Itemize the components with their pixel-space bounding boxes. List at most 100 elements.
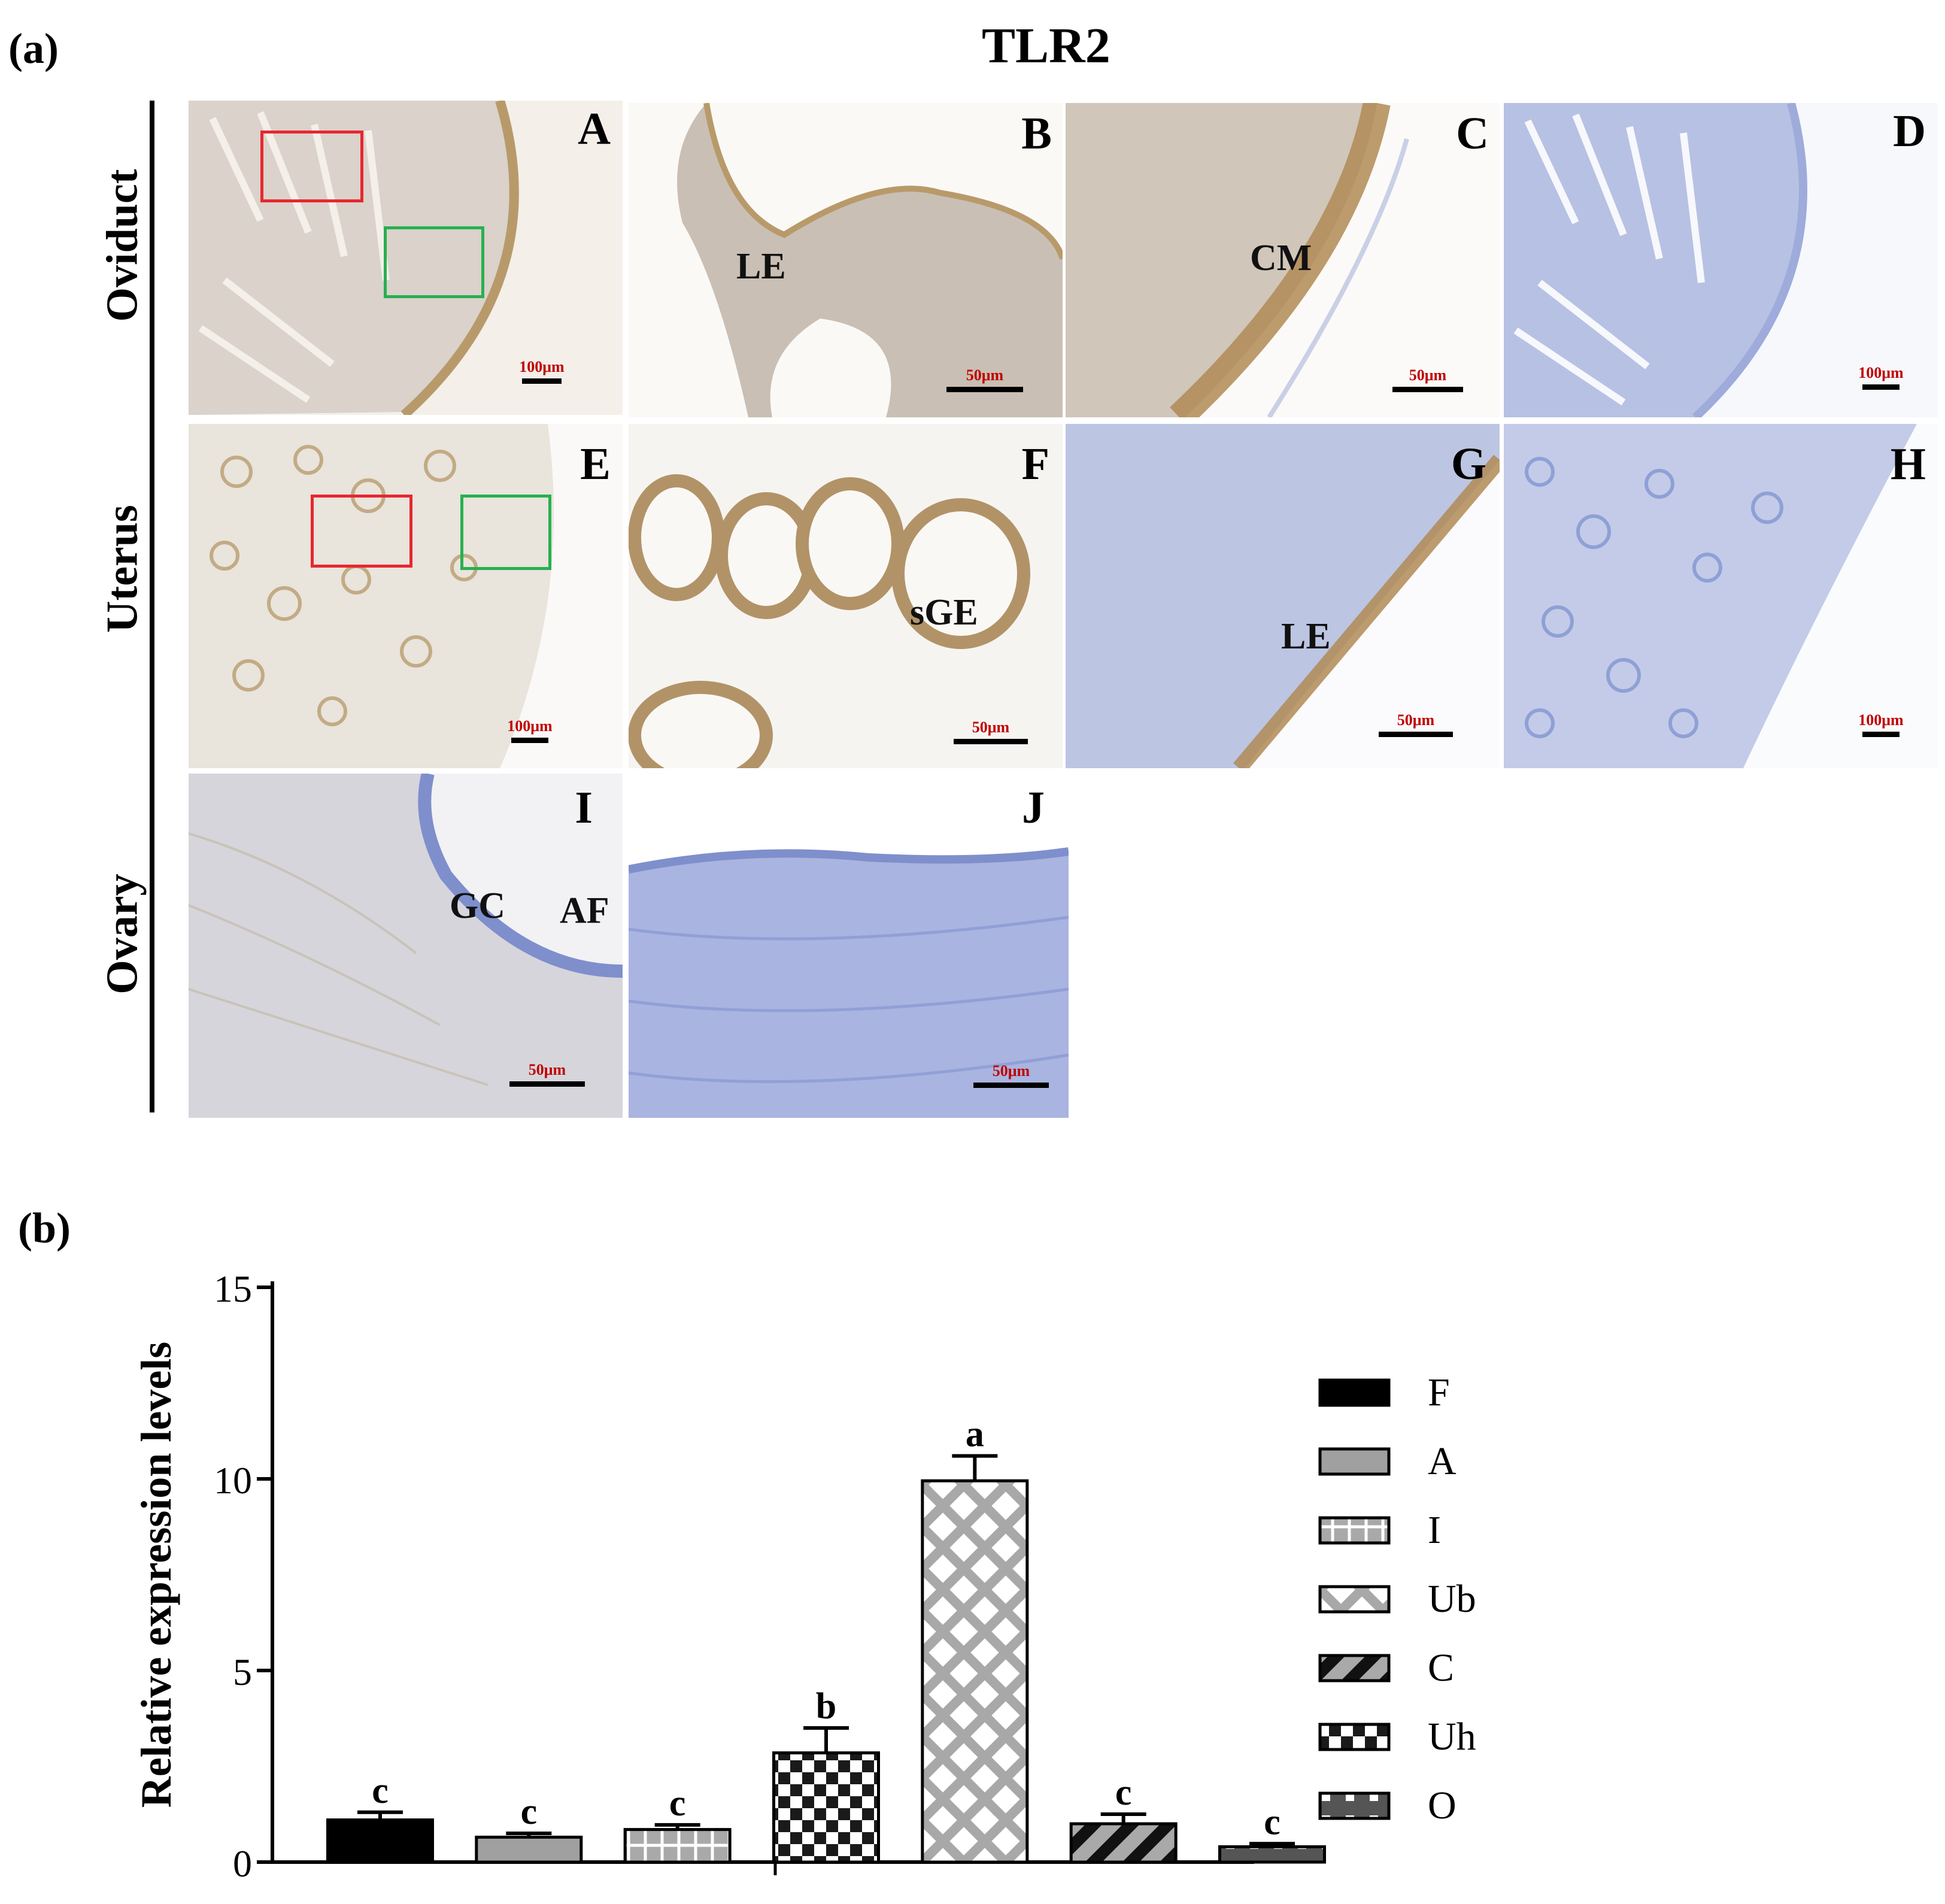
panel-J: J 50μm xyxy=(629,774,1069,1118)
legend-swatch xyxy=(1318,1654,1391,1682)
y-tick-label: 5 xyxy=(233,1651,252,1693)
significance-label: c xyxy=(1115,1772,1132,1813)
row-divider-line xyxy=(150,101,154,1112)
legend-item-ub: Ub xyxy=(1318,1577,1476,1621)
scalebar: 100μm xyxy=(500,717,560,743)
legend-item-c: C xyxy=(1318,1646,1454,1690)
panel-E: E 100μm xyxy=(189,424,623,768)
significance-label: a xyxy=(966,1414,984,1455)
panel-B: B LE 50μm xyxy=(629,103,1063,417)
panel-F: F sGE 50μm xyxy=(629,424,1063,768)
inset-green-box xyxy=(384,226,484,298)
figure-title: TLR2 xyxy=(982,18,1110,74)
legend-swatch xyxy=(1318,1516,1391,1545)
legend-label: F xyxy=(1428,1371,1450,1414)
bar-group-uh: b xyxy=(772,1686,880,1864)
panel-A: A 100μm xyxy=(189,101,623,415)
legend-label: Ub xyxy=(1428,1577,1476,1621)
bar-group-o: c xyxy=(1218,1802,1326,1864)
chart-legend: FAI Ub C Uh O xyxy=(1318,1371,1476,1827)
panel-letter: I xyxy=(575,783,593,833)
legend-label: Uh xyxy=(1428,1715,1476,1759)
scalebar: 50μm xyxy=(952,718,1030,744)
micrograph-c xyxy=(1066,103,1500,417)
micrograph-j xyxy=(629,774,1069,1118)
scalebar: 50μm xyxy=(1377,711,1455,737)
micrograph-a xyxy=(189,101,623,415)
inset-green-box xyxy=(460,495,551,570)
legend-item-a: A xyxy=(1318,1439,1457,1483)
micrograph-e xyxy=(189,424,623,768)
chart-axes: 0 5 10 15 Relative expression levels xyxy=(132,1268,1254,1885)
row-label-ovary: Ovary xyxy=(98,874,147,995)
scalebar: 50μm xyxy=(972,1062,1050,1088)
legend-swatch xyxy=(1318,1723,1391,1751)
annotation-le: LE xyxy=(1281,616,1331,657)
legend-label: A xyxy=(1428,1439,1457,1483)
figure-label-a: (a) xyxy=(8,25,59,72)
panel-I: I GC AF 50μm xyxy=(189,774,623,1118)
significance-label: c xyxy=(1264,1802,1281,1842)
panel-letter: C xyxy=(1456,108,1489,159)
micrograph-h xyxy=(1504,424,1938,768)
bar-i xyxy=(623,1828,732,1864)
bar-a xyxy=(475,1835,583,1864)
legend-swatch xyxy=(1318,1585,1391,1614)
legend-item-uh: Uh xyxy=(1318,1715,1476,1759)
panel-H: H 100μm xyxy=(1504,424,1938,768)
legend-item-i: I xyxy=(1318,1508,1441,1552)
significance-label: c xyxy=(521,1791,538,1832)
micrograph-g xyxy=(1066,424,1500,768)
annotation-sge: sGE xyxy=(910,592,978,633)
bar-group-i: c xyxy=(623,1783,732,1864)
scalebar: 50μm xyxy=(508,1061,586,1087)
legend-label: C xyxy=(1428,1646,1454,1690)
legend-item-o: O xyxy=(1318,1784,1457,1827)
scalebar: 100μm xyxy=(512,358,572,384)
panel-letter: D xyxy=(1893,106,1926,156)
significance-label: c xyxy=(372,1770,389,1811)
legend-swatch xyxy=(1318,1447,1391,1476)
panel-letter: F xyxy=(1021,439,1049,489)
annotation-le: LE xyxy=(736,246,786,287)
row-label-uterus: Uterus xyxy=(98,505,147,633)
panel-letter: H xyxy=(1890,439,1926,489)
panel-letter: G xyxy=(1451,439,1486,489)
panel-G: G LE 50μm xyxy=(1066,424,1500,768)
significance-label: b xyxy=(816,1686,836,1727)
panel-C: C CM 50μm xyxy=(1066,103,1500,417)
panel-letter: B xyxy=(1021,108,1052,159)
scalebar: 100μm xyxy=(1851,711,1911,737)
y-axis-label: Relative expression levels xyxy=(132,1342,180,1808)
panel-letter: A xyxy=(578,104,611,154)
significance-label: c xyxy=(669,1783,686,1824)
legend-label: I xyxy=(1428,1508,1441,1552)
panel-letter: J xyxy=(1022,783,1045,833)
annotation-gc: GC xyxy=(450,886,505,926)
y-tick-label: 15 xyxy=(214,1268,252,1310)
bar-group-ub: a xyxy=(921,1414,1029,1864)
bar-o xyxy=(1218,1845,1326,1864)
micrograph-b xyxy=(629,103,1063,417)
panel-letter: E xyxy=(580,439,611,489)
bar-group-f: c xyxy=(326,1770,434,1864)
bar-ub xyxy=(921,1479,1029,1864)
chart-bars: c c c b a c c xyxy=(326,1414,1326,1864)
bar-c xyxy=(1069,1822,1178,1864)
panel-D: D 100μm xyxy=(1504,103,1938,417)
bar-group-c: c xyxy=(1069,1772,1178,1864)
annotation-cm: CM xyxy=(1250,238,1312,278)
scalebar: 50μm xyxy=(946,366,1024,392)
micrograph-d xyxy=(1504,103,1938,417)
y-tick-label: 0 xyxy=(233,1842,252,1885)
bar-group-a: c xyxy=(475,1791,583,1864)
y-tick-label: 10 xyxy=(214,1459,252,1502)
legend-label: O xyxy=(1428,1784,1457,1827)
legend-swatch xyxy=(1318,1791,1391,1820)
legend-swatch xyxy=(1318,1378,1391,1407)
row-label-oviduct: Oviduct xyxy=(98,169,147,322)
legend-item-f: F xyxy=(1318,1371,1450,1414)
bar-uh xyxy=(772,1751,880,1864)
figure-label-b: (b) xyxy=(18,1204,71,1252)
